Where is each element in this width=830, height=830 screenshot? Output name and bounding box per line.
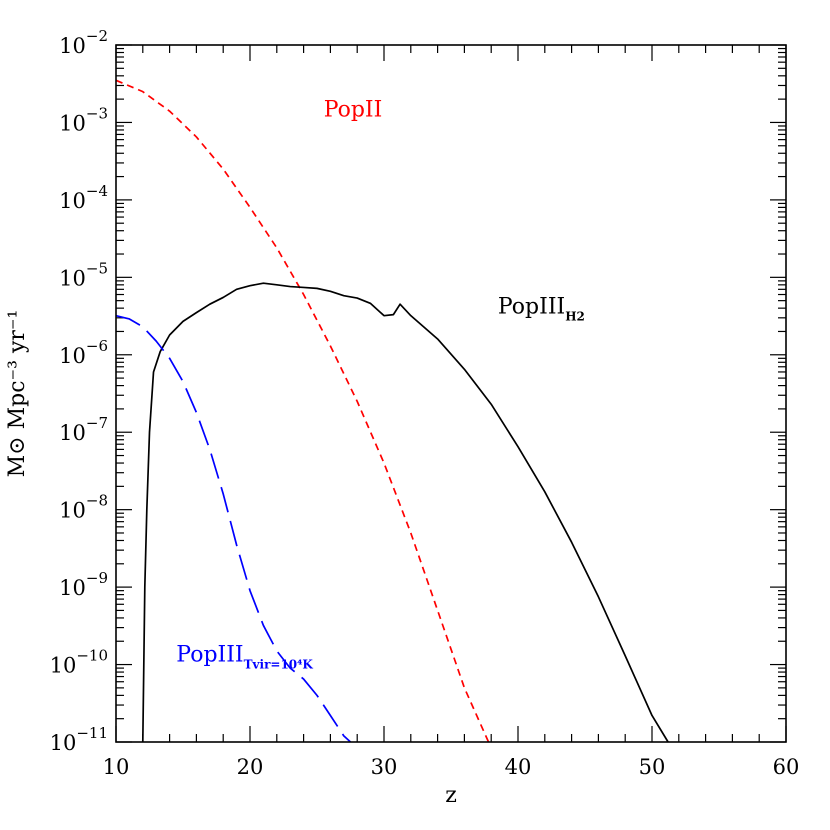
axis-ticks [115, 44, 787, 743]
x-tick-label: 50 [639, 755, 666, 779]
x-axis-label: z [445, 783, 457, 808]
x-tick-labels: 10 20 30 40 50 60 [103, 755, 800, 779]
y-tick-label: 10−5 [59, 259, 108, 290]
series-label-popiii-tvir-10-4k: PopIIITvir=10⁴K [176, 642, 313, 671]
y-tick-label: 10−11 [50, 724, 108, 755]
x-tick-label: 60 [773, 755, 800, 779]
y-tick-label: 10−2 [59, 27, 108, 58]
series-line-popiii-h2 [141, 282, 669, 743]
series-line-popiii-tvir-10-4k [115, 314, 352, 743]
y-tick-labels: 10−11 10−10 10−9 10−8 10−7 10−6 10−5 10−4 10−3 10… [50, 27, 108, 755]
x-tick-label: 30 [371, 755, 398, 779]
y-tick-label: 10−3 [59, 104, 108, 135]
y-tick-label: 10−9 [59, 569, 108, 600]
x-tick-label: 40 [505, 755, 532, 779]
x-tick-label: 10 [103, 755, 130, 779]
series-line-popii [115, 79, 490, 743]
series-annotations: PopII PopIIIH2 PopIIITvir=10⁴K [176, 97, 585, 671]
plot-frame [115, 44, 787, 743]
y-tick-label: 10−10 [50, 647, 108, 678]
y-tick-label: 10−7 [59, 414, 108, 445]
series-group [115, 79, 669, 743]
series-label-popiii-h2: PopIIIH2 [498, 295, 585, 324]
y-tick-label: 10−6 [59, 337, 108, 368]
x-tick-label: 20 [237, 755, 264, 779]
series-label-popii: PopII [324, 97, 383, 122]
y-axis-label: M⊙ Mpc⁻³ yr⁻¹ [5, 310, 30, 478]
y-tick-label: 10−8 [59, 492, 108, 523]
y-tick-label: 10−4 [59, 182, 108, 213]
